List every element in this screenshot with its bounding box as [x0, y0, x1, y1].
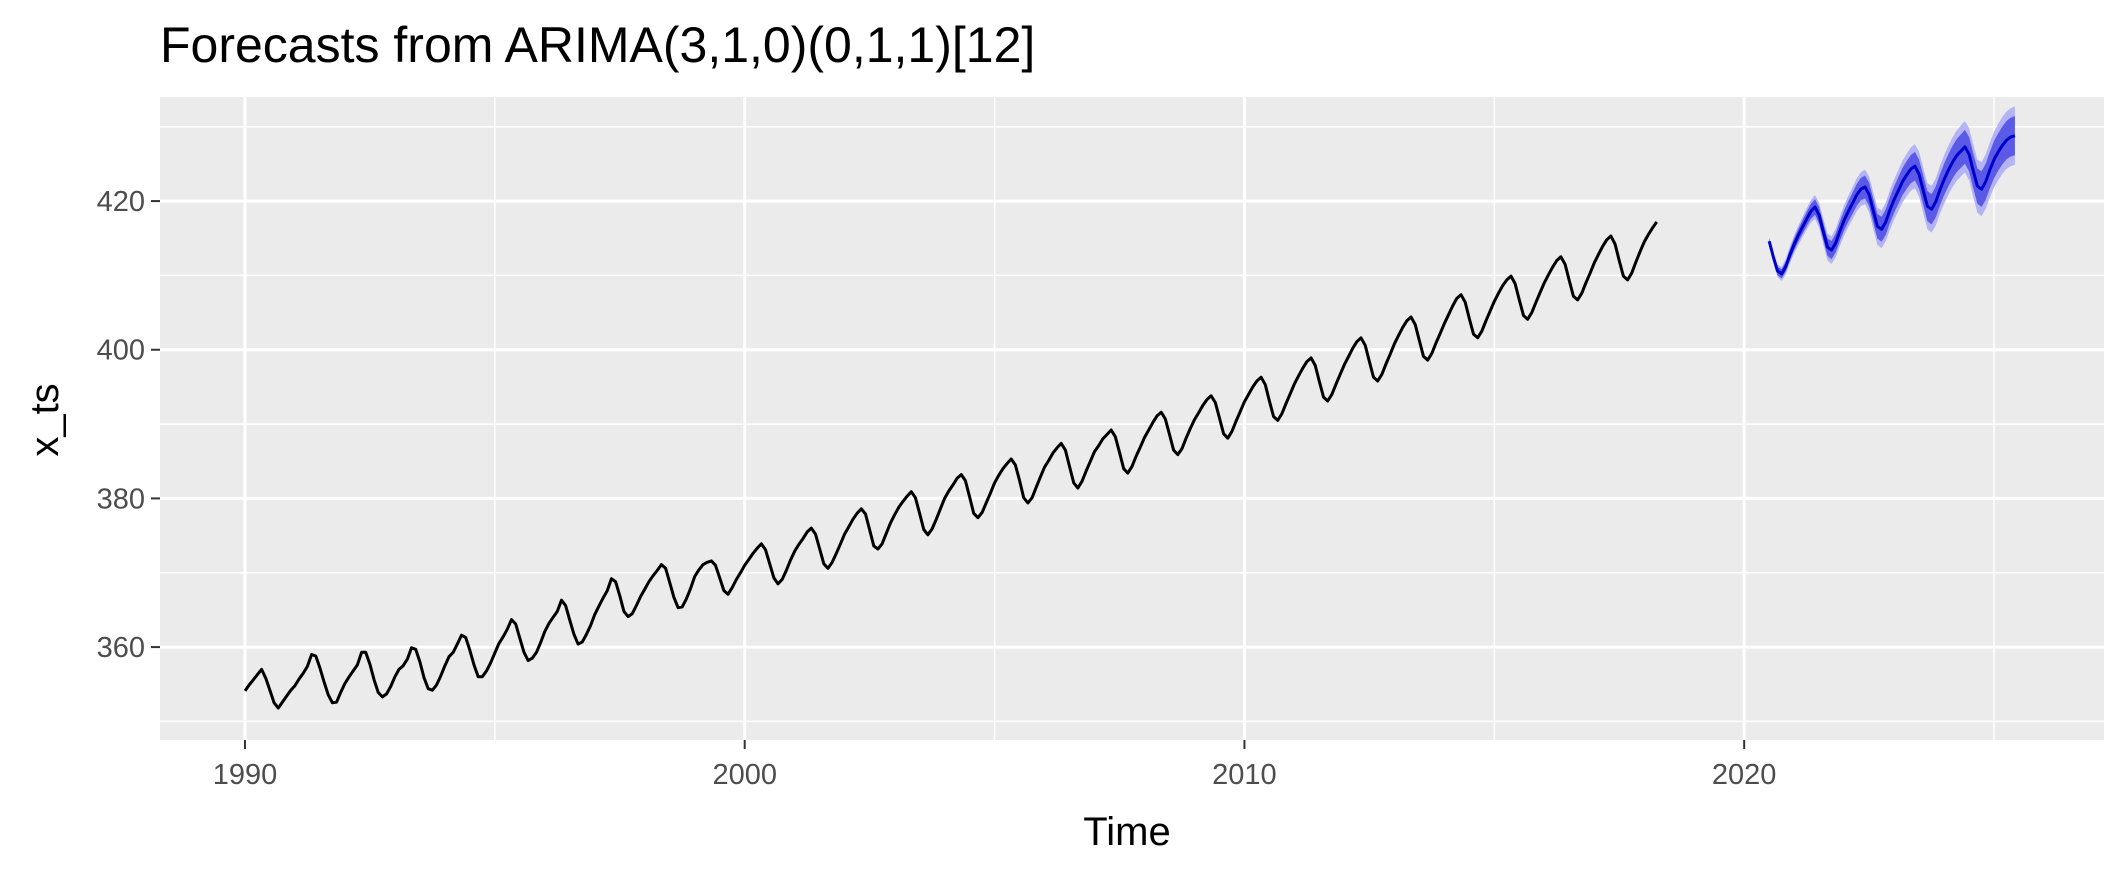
series-layer	[243, 106, 2016, 710]
minor-gridlines	[160, 97, 2104, 740]
y-tick-label: 360	[97, 632, 145, 664]
x-tick-label: 1990	[213, 759, 278, 791]
y-tick-label: 420	[97, 186, 145, 218]
plot-panel	[160, 97, 2104, 740]
x-axis: 1990 2000 2010 2020	[213, 740, 1777, 791]
forecast-mean-line	[1767, 134, 2016, 276]
forecast-interval-80-band	[1769, 116, 2015, 279]
major-gridlines	[160, 97, 2104, 740]
observed-series-line	[243, 221, 1658, 710]
y-axis-title: x_ts	[23, 383, 67, 456]
y-axis: 360 380 400 420	[97, 186, 160, 664]
y-tick-label: 400	[97, 335, 145, 367]
x-axis-title: Time	[1083, 810, 1170, 854]
chart-title: Forecasts from ARIMA(3,1,0)(0,1,1)[12]	[160, 17, 1035, 73]
x-tick-label: 2000	[712, 759, 777, 791]
x-tick-label: 2020	[1712, 759, 1777, 791]
x-tick-label: 2010	[1212, 759, 1277, 791]
y-tick-label: 380	[97, 483, 145, 515]
